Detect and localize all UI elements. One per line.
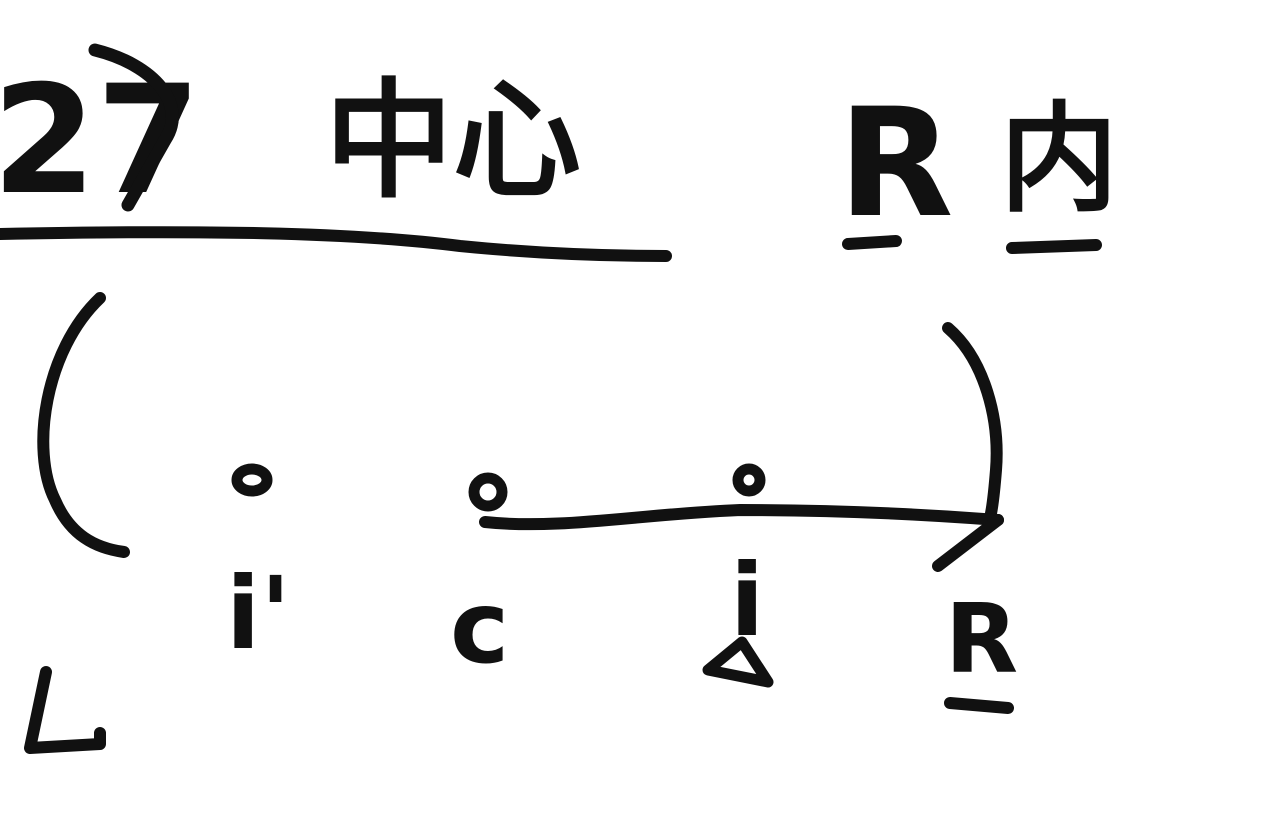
corner-mark <box>24 666 106 754</box>
word-underline <box>1006 239 1102 254</box>
label-i-prime: i' <box>226 555 291 672</box>
r-underline <box>842 235 902 250</box>
label-c: c <box>450 569 509 686</box>
closing-paren-mark <box>88 43 179 212</box>
header-word: 内 <box>1000 90 1118 228</box>
label-r-underline <box>944 697 1014 714</box>
segment-c-to-r <box>479 504 1004 531</box>
title-underline <box>0 226 672 262</box>
right-parenthesis <box>942 322 1003 524</box>
point-i-marker <box>732 463 766 497</box>
label-r: R <box>945 585 1018 695</box>
header-r-letter: R <box>838 77 954 251</box>
segment-end-tick <box>932 514 1004 572</box>
label-i: i <box>730 542 764 659</box>
point-i-prime-marker <box>231 463 273 497</box>
triangle-marker <box>702 636 774 688</box>
title-text: 中心 <box>325 67 581 216</box>
point-c-marker <box>468 472 508 512</box>
left-parenthesis <box>37 292 130 558</box>
